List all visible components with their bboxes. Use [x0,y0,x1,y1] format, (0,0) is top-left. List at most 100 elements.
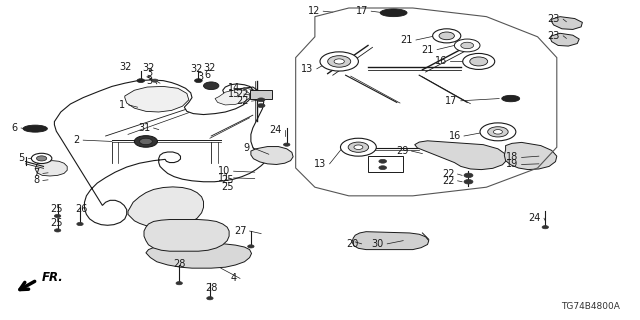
Polygon shape [35,161,67,176]
Text: 15: 15 [228,89,241,99]
Text: 32: 32 [120,62,132,72]
Circle shape [470,57,488,66]
Circle shape [284,143,290,146]
Text: 24: 24 [269,124,282,135]
Polygon shape [552,17,582,29]
Text: 18: 18 [506,152,518,163]
Circle shape [480,123,516,141]
Polygon shape [251,147,293,164]
Circle shape [257,98,265,102]
Text: 25: 25 [50,218,63,228]
Text: 32: 32 [142,63,154,73]
Text: TG74B4800A: TG74B4800A [561,302,620,311]
Polygon shape [125,86,189,112]
Circle shape [461,42,474,49]
Polygon shape [128,187,204,228]
Circle shape [77,222,83,226]
Text: 2: 2 [74,135,80,145]
Circle shape [137,79,145,83]
Text: 6: 6 [205,70,211,80]
Circle shape [379,159,387,163]
Text: 32: 32 [204,63,216,73]
Circle shape [340,138,376,156]
Circle shape [463,53,495,69]
Text: FR.: FR. [42,271,63,284]
Polygon shape [215,90,250,105]
Circle shape [379,166,387,170]
Text: 30: 30 [372,239,384,249]
Circle shape [257,104,265,108]
Circle shape [334,59,344,64]
Text: 11: 11 [218,173,230,183]
Text: 26: 26 [76,204,88,214]
Text: 7: 7 [33,168,40,179]
Text: 22: 22 [236,96,248,106]
Circle shape [152,79,158,82]
Text: 21: 21 [422,44,434,55]
Text: 21: 21 [401,35,413,45]
Polygon shape [54,80,284,225]
Text: 31: 31 [138,123,150,133]
Text: 25: 25 [221,182,234,192]
Text: 13: 13 [301,64,314,74]
Polygon shape [504,142,557,170]
Text: 8: 8 [33,175,40,186]
Text: 17: 17 [445,96,458,106]
Circle shape [248,245,254,248]
Circle shape [348,142,369,152]
Circle shape [54,214,61,218]
Text: 33: 33 [389,157,401,166]
Polygon shape [550,33,579,46]
Circle shape [354,145,363,149]
Text: 22: 22 [442,169,454,179]
Text: 12: 12 [308,6,320,16]
Circle shape [493,130,502,134]
Circle shape [207,297,213,300]
Text: 20: 20 [346,239,358,249]
Circle shape [464,173,473,178]
Circle shape [488,127,508,137]
Polygon shape [144,220,229,251]
Text: 9: 9 [243,143,250,153]
Text: 16: 16 [449,131,461,141]
Circle shape [36,156,47,161]
Text: 23: 23 [548,14,560,24]
Text: 13: 13 [314,159,326,169]
Circle shape [31,153,52,164]
Text: 25: 25 [221,175,234,185]
Ellipse shape [23,125,47,132]
Text: 6: 6 [12,123,18,133]
Circle shape [439,32,454,40]
Text: 29: 29 [396,146,408,156]
Text: 3: 3 [146,76,152,86]
Bar [368,156,403,172]
Text: 32: 32 [190,64,202,74]
Polygon shape [146,243,252,268]
Text: 3: 3 [197,72,204,82]
Text: 19: 19 [506,159,518,170]
Circle shape [54,229,61,232]
Circle shape [464,180,473,184]
Circle shape [454,39,480,52]
Circle shape [204,82,219,90]
Text: 17: 17 [356,6,368,16]
Circle shape [433,29,461,43]
Text: 3: 3 [146,68,152,78]
Circle shape [176,282,182,285]
Text: 4: 4 [230,273,237,284]
Text: 28: 28 [173,259,185,269]
Ellipse shape [380,9,407,17]
Text: 1: 1 [119,100,125,110]
Polygon shape [352,232,429,250]
Text: 5: 5 [18,153,24,164]
Text: 10: 10 [218,166,230,176]
Ellipse shape [502,95,520,102]
Bar [250,90,272,99]
Circle shape [328,56,351,67]
Text: 27: 27 [234,226,246,236]
Circle shape [195,79,202,83]
Text: 14: 14 [228,83,241,93]
Text: 22: 22 [236,89,248,99]
Circle shape [542,226,548,229]
Text: 23: 23 [548,31,560,41]
